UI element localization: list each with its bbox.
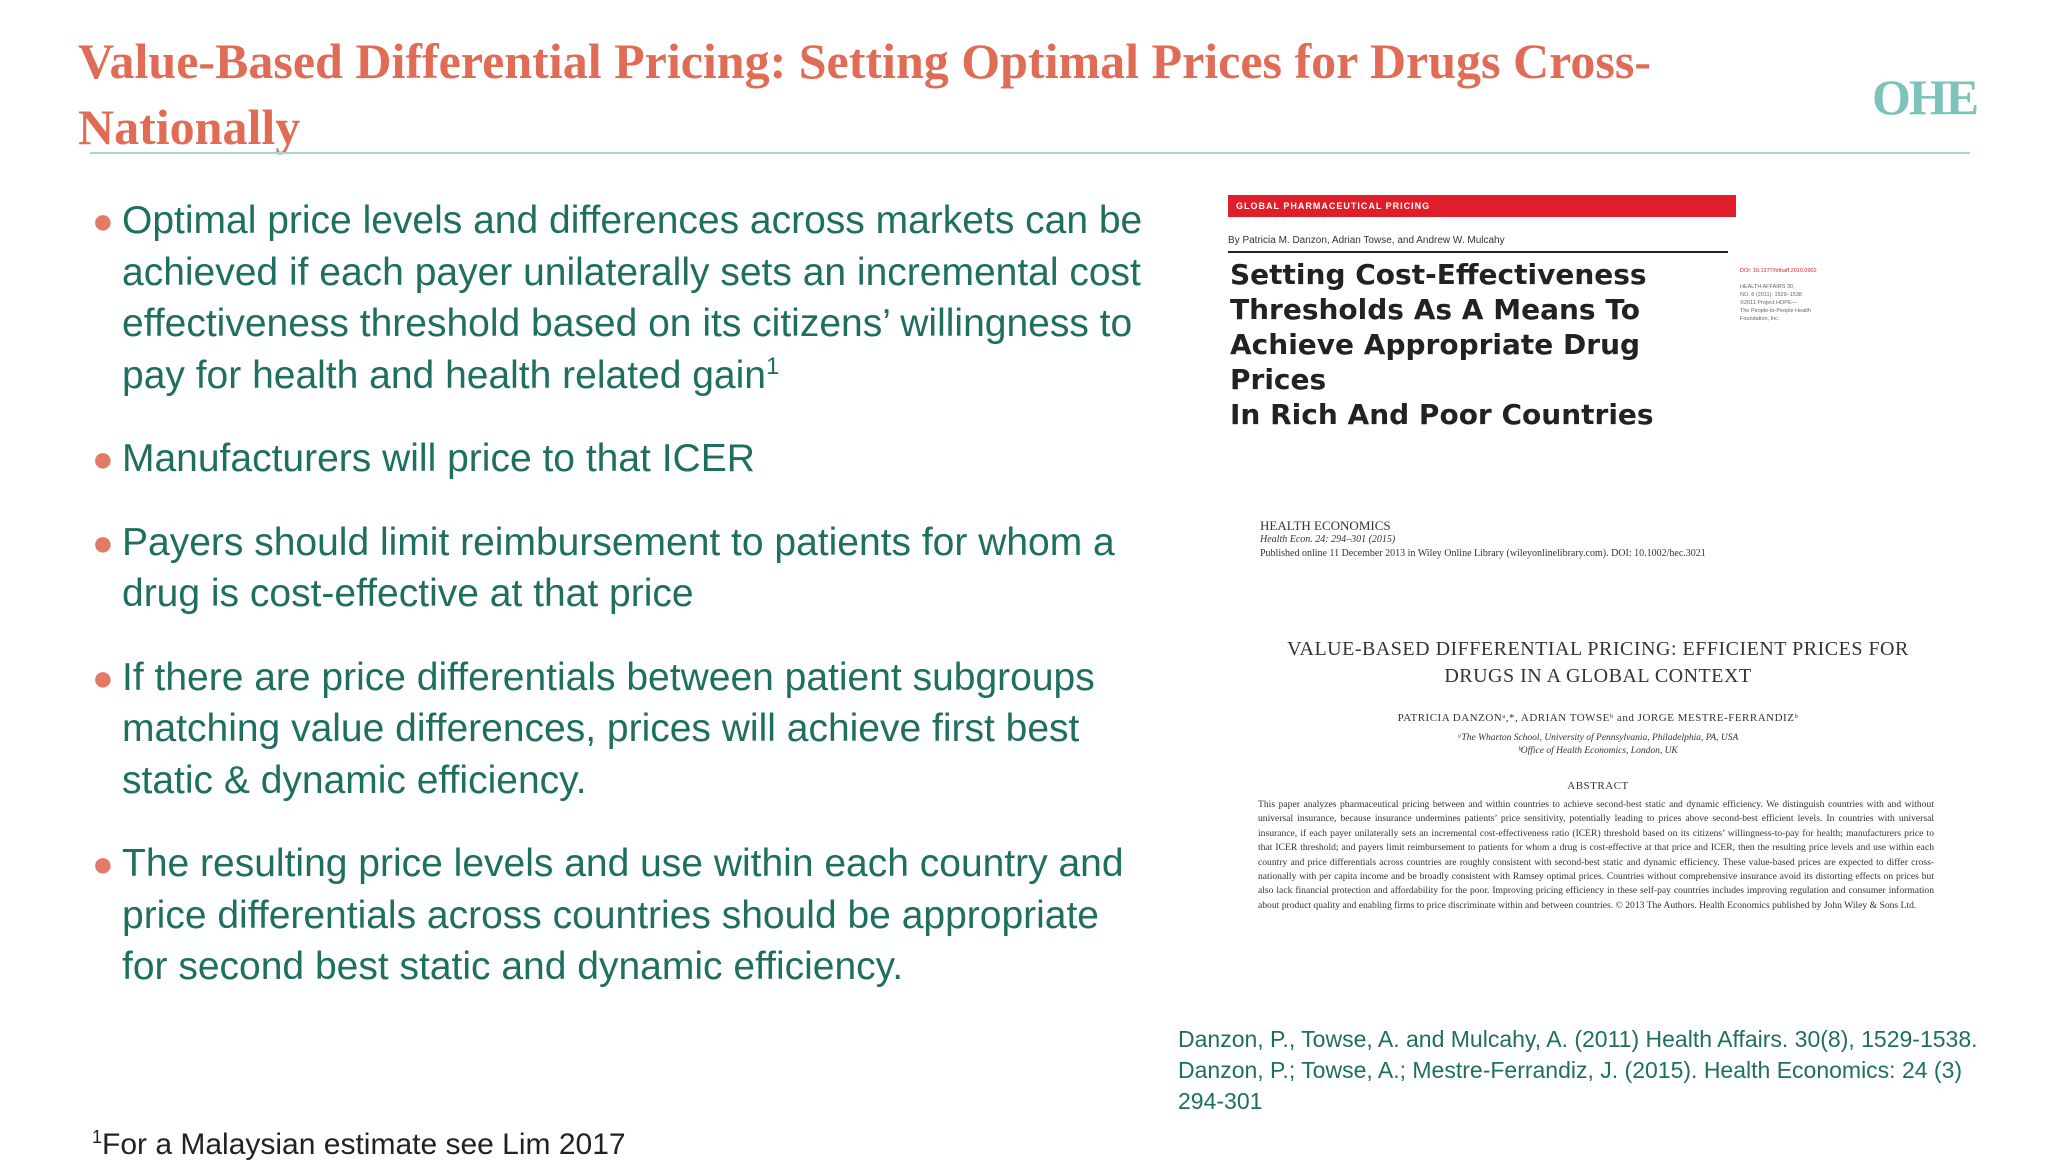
paper1-title: Setting Cost-Effectiveness Thresholds As… — [1230, 258, 1654, 431]
health-affairs-paper-image: GLOBAL PHARMACEUTICAL PRICING By Patrici… — [1228, 195, 1850, 431]
bullet-dot-icon: ● — [92, 656, 114, 698]
bullet-text: Optimal price levels and differences acr… — [122, 199, 1143, 397]
paper2-title: VALUE-BASED DIFFERENTIAL PRICING: EFFICI… — [1287, 638, 1909, 687]
paper2-journal: HEALTH ECONOMICS — [1260, 518, 1391, 533]
footnote-number: 1 — [92, 1127, 103, 1147]
health-economics-paper-image: HEALTH ECONOMICS Health Econ. 24: 294–30… — [1258, 518, 1938, 978]
bullet-text: The resulting price levels and use withi… — [122, 842, 1124, 988]
paper1-meta-details: HEALTH AFFAIRS 30, NO. 8 (2011): 1529–15… — [1740, 284, 1811, 322]
bullet-dot-icon: ● — [92, 438, 114, 479]
bullet-item: ● The resulting price levels and use wit… — [92, 838, 1152, 993]
paper1-banner: GLOBAL PHARMACEUTICAL PRICING — [1228, 195, 1736, 217]
footnote-text: For a Malaysian estimate see Lim 2017 — [102, 1128, 626, 1161]
slide-title: Value-Based Differential Pricing: Settin… — [78, 33, 1651, 155]
bullet-list: ● Optimal price levels and differences a… — [92, 195, 1152, 1025]
ohe-logo: OHE — [1872, 69, 1979, 125]
bullet-dot-icon: ● — [92, 200, 114, 241]
paper2-volume: Health Econ. 24: 294–301 (2015) — [1260, 534, 1396, 545]
bullet-item: ● Optimal price levels and differences a… — [92, 195, 1152, 401]
paper1-meta: DOI: 10.1377/hlthaff.2010.0902 HEALTH AF… — [1740, 259, 1850, 331]
paper2-affiliations: ᵃThe Wharton School, University of Penns… — [1457, 733, 1739, 756]
bullet-item: ● If there are price differentials betwe… — [92, 652, 1152, 807]
reference-item: Danzon, P.; Towse, A.; Mestre-Ferrandiz,… — [1178, 1057, 1963, 1114]
paper1-authors: By Patricia M. Danzon, Adrian Towse, and… — [1228, 235, 1505, 246]
bullet-item: ● Payers should limit reimbursement to p… — [92, 517, 1152, 620]
references: Danzon, P., Towse, A. and Mulcahy, A. (2… — [1178, 1024, 1978, 1117]
paper2-abstract-heading: ABSTRACT — [1567, 780, 1629, 792]
bullet-text: Payers should limit reimbursement to pat… — [122, 520, 1115, 616]
paper1-rule — [1228, 251, 1728, 253]
paper2-abstract: This paper analyzes pharmaceutical prici… — [1258, 799, 1934, 911]
footnote-marker: 1 — [765, 352, 780, 380]
title-divider — [90, 152, 1970, 154]
footnote: 1For a Malaysian estimate see Lim 2017 — [92, 1122, 626, 1160]
bullet-dot-icon: ● — [92, 521, 114, 563]
bullet-text: Manufacturers will price to that ICER — [122, 437, 755, 480]
reference-item: Danzon, P., Towse, A. and Mulcahy, A. (2… — [1178, 1026, 1978, 1052]
bullet-dot-icon: ● — [92, 843, 114, 884]
bullet-text: If there are price differentials between… — [122, 655, 1095, 802]
paper1-doi: DOI: 10.1377/hlthaff.2010.0902 — [1740, 268, 1817, 274]
paper2-published: Published online 11 December 2013 in Wil… — [1260, 548, 1706, 559]
bullet-item: ● Manufacturers will price to that ICER — [92, 433, 1152, 485]
paper2-authors: PATRICIA DANZONᵃ,*, ADRIAN TOWSEᵇ and JO… — [1397, 712, 1799, 724]
